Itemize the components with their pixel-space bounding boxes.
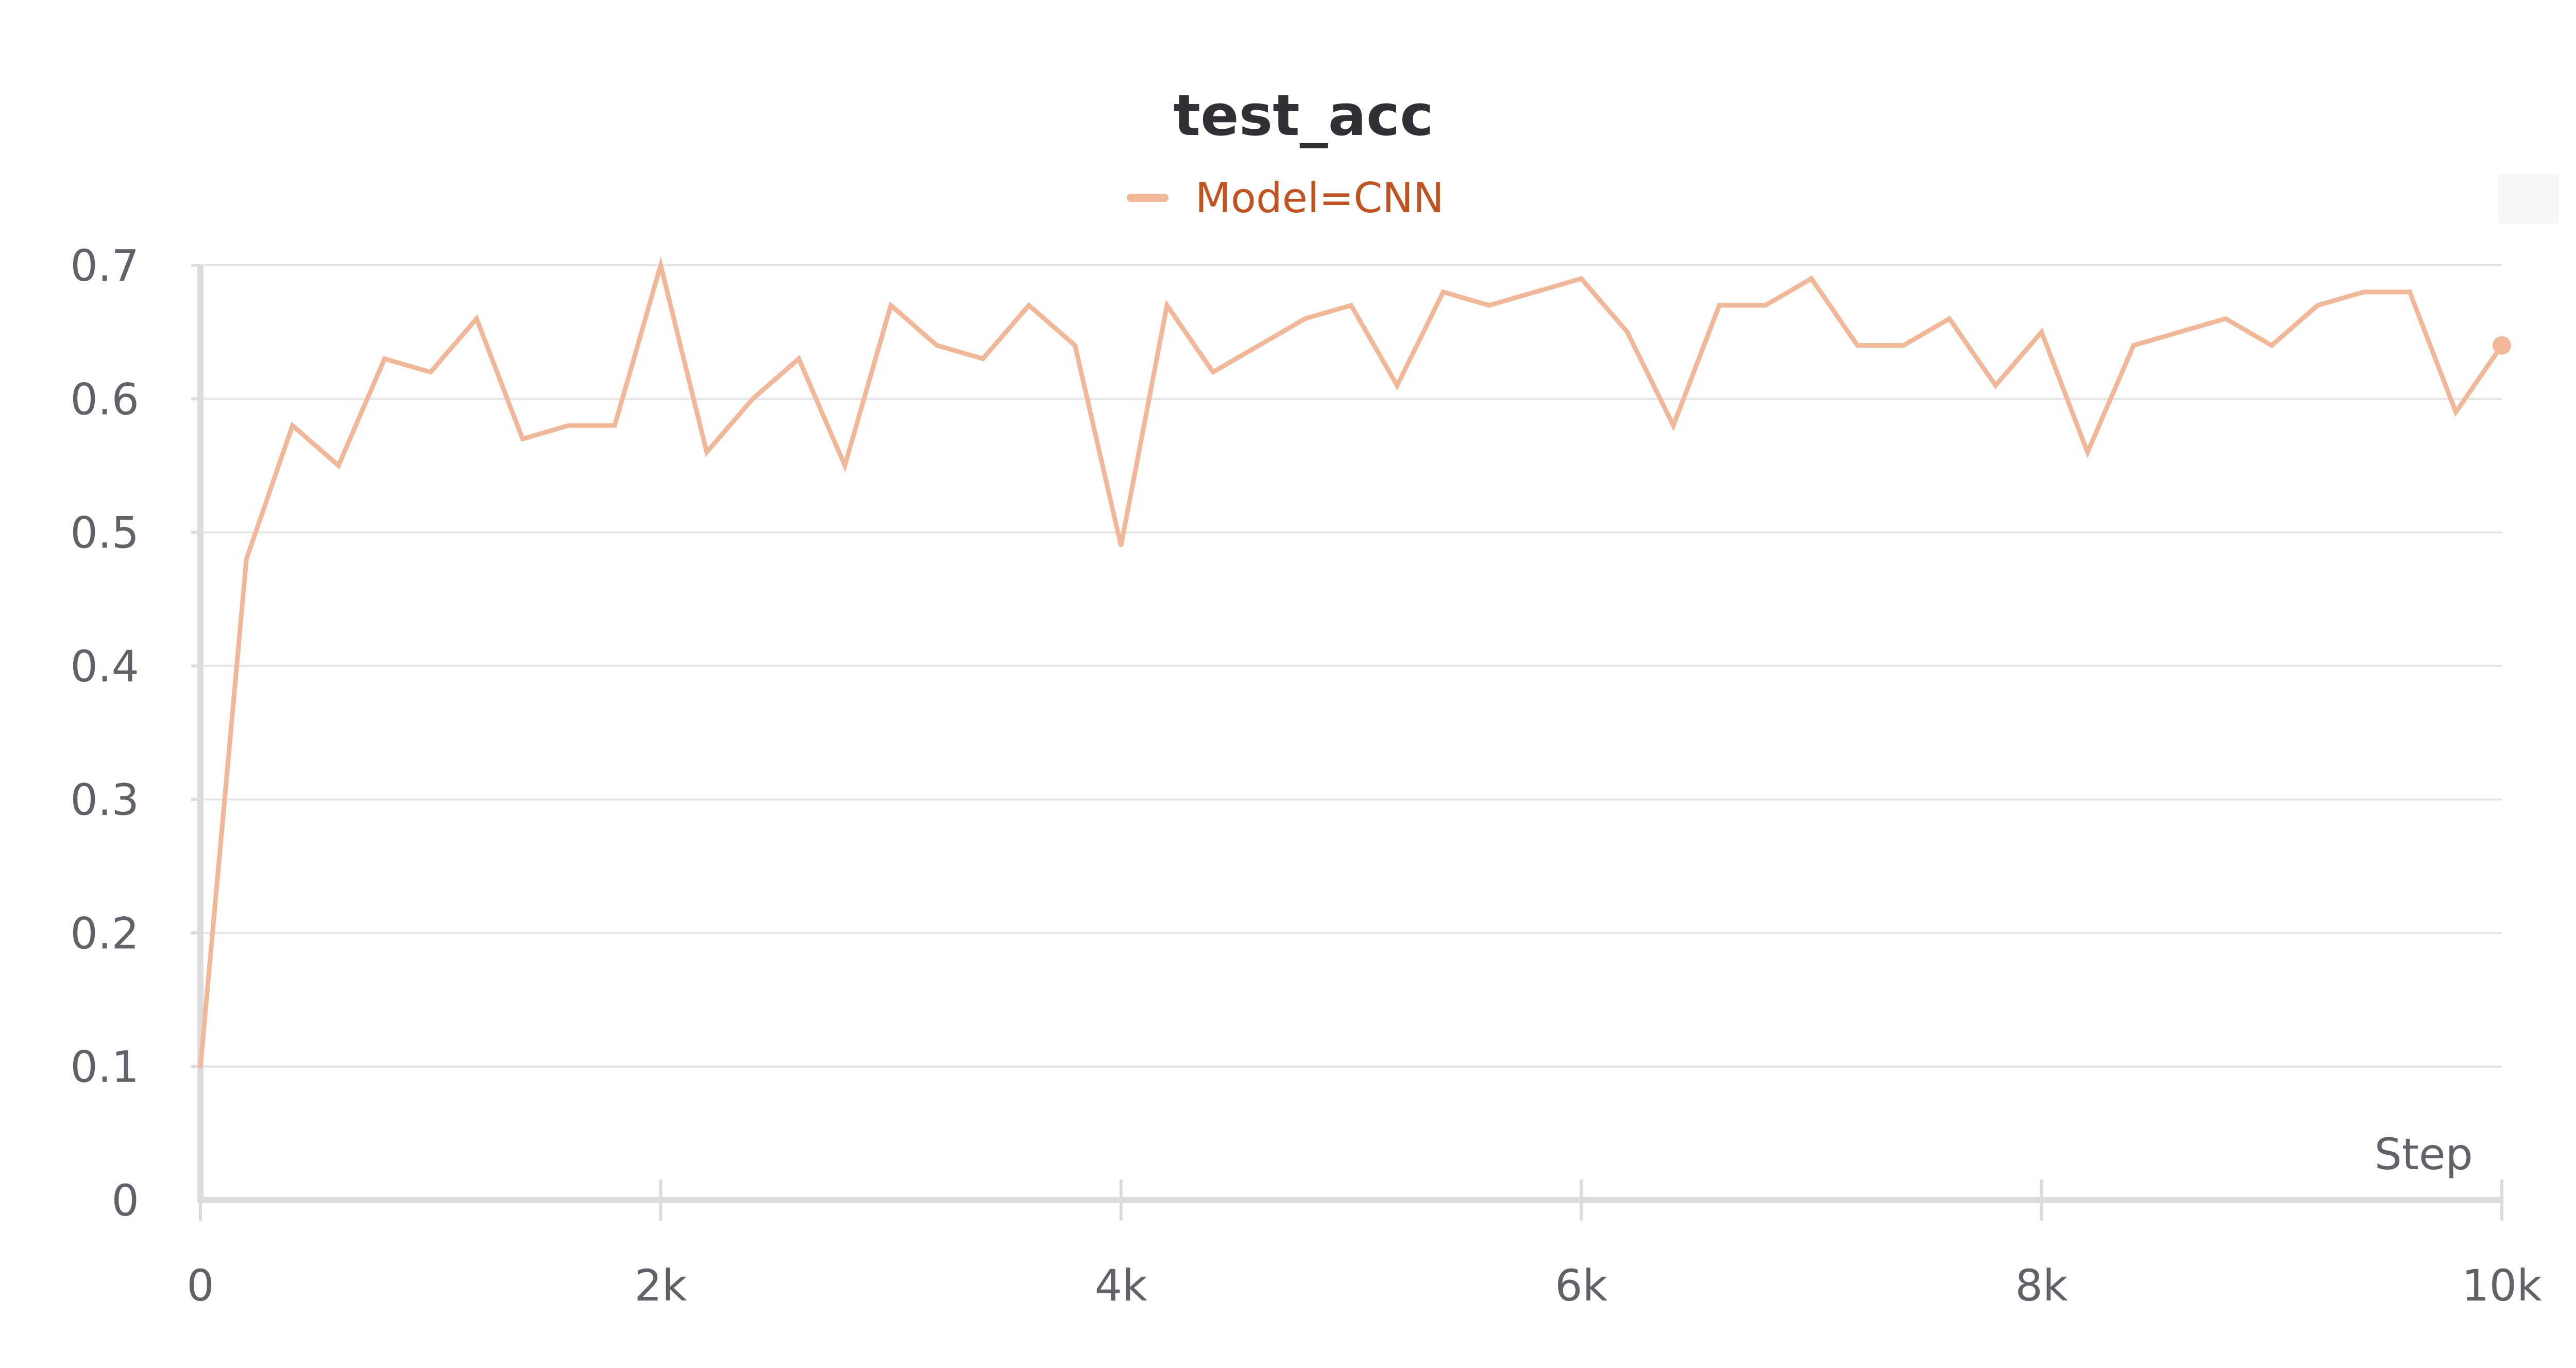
data-point (2362, 290, 2365, 294)
data-point (1303, 317, 1307, 320)
data-point (383, 357, 386, 361)
data-point (613, 424, 617, 427)
data-point (981, 357, 985, 361)
x-tick-label: 0 (187, 1260, 214, 1311)
y-tick-label: 0.2 (70, 908, 139, 959)
data-point (1487, 303, 1491, 307)
data-point (429, 370, 432, 374)
data-point (1809, 277, 1813, 280)
data-point (1580, 277, 1583, 280)
data-point (1027, 303, 1031, 307)
data-point (199, 1065, 202, 1068)
data-point (705, 451, 708, 454)
legend[interactable]: Model=CNN (1127, 174, 1444, 222)
data-point (1257, 344, 1261, 347)
y-tick-label: 0.7 (70, 241, 139, 291)
series-last-point (2493, 336, 2511, 355)
data-point (2408, 290, 2412, 294)
data-point (1119, 544, 1123, 548)
data-point (843, 464, 846, 467)
data-point (2316, 303, 2319, 307)
data-point (1764, 303, 1767, 307)
data-point (1395, 384, 1399, 387)
data-point (2178, 330, 2181, 334)
data-point (1349, 303, 1353, 307)
chart-title: test_acc (1174, 82, 1434, 148)
y-tick-label: 0.1 (70, 1042, 139, 1092)
x-tick-label: 10k (2462, 1260, 2542, 1311)
data-point (1625, 330, 1629, 334)
x-tick-label: 2k (634, 1260, 687, 1311)
data-point (1442, 290, 1445, 294)
data-point (245, 557, 248, 561)
x-axis: 0 2k 4k 6k 8k 10k (187, 1179, 2542, 1311)
data-point (1718, 303, 1721, 307)
y-axis: 0 0.1 0.2 0.3 0.4 0.5 0.6 0.7 (70, 241, 204, 1226)
data-point (337, 464, 341, 467)
x-tick-label: 4k (1095, 1260, 1147, 1311)
data-point (659, 264, 663, 267)
data-point (1902, 344, 1905, 347)
data-point (1211, 370, 1215, 374)
data-point (2270, 344, 2274, 347)
data-point (1947, 317, 1951, 320)
data-point (2132, 344, 2136, 347)
data-point (521, 437, 524, 441)
data-point (889, 303, 893, 307)
data-point (1073, 344, 1077, 347)
data-point (1856, 344, 1859, 347)
data-point (2224, 317, 2227, 320)
data-point (797, 357, 801, 361)
x-tick-label: 6k (1555, 1260, 1607, 1311)
data-point (2086, 451, 2089, 454)
data-point (2454, 411, 2458, 414)
y-tick-label: 0.3 (70, 775, 139, 825)
data-point (1671, 424, 1675, 427)
data-point (935, 344, 939, 347)
gridlines (200, 264, 2502, 1068)
chart-corner-handle[interactable] (2498, 174, 2558, 224)
data-point (751, 397, 755, 401)
y-tick-label: 0.6 (70, 374, 139, 424)
legend-label-model-cnn: Model=CNN (1195, 174, 1444, 222)
data-point (475, 317, 479, 320)
data-point (2040, 330, 2043, 334)
data-point (1533, 290, 1537, 294)
series-group (198, 256, 2511, 1069)
y-tick-label: 0.4 (70, 641, 139, 692)
y-tick-label: 0 (112, 1175, 139, 1226)
x-tick-label: 8k (2015, 1260, 2068, 1311)
data-point (567, 424, 570, 427)
data-point (1994, 384, 1997, 387)
data-point (1165, 303, 1169, 307)
x-axis-label: Step (2375, 1129, 2473, 1179)
y-tick-label: 0.5 (70, 508, 139, 558)
data-point (291, 424, 294, 427)
